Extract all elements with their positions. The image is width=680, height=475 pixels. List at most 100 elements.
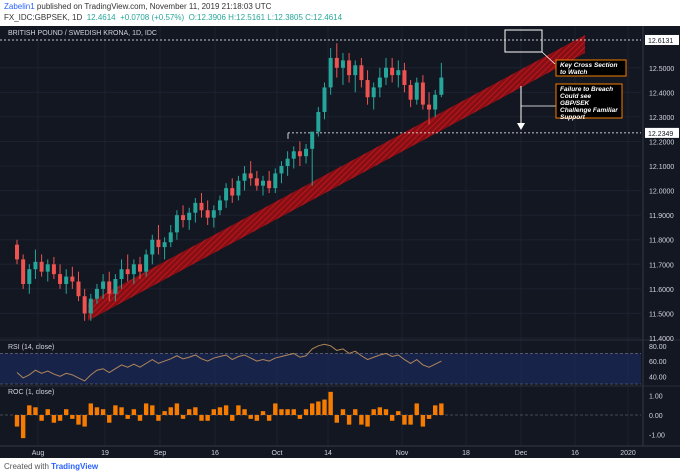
candle-body <box>230 188 235 196</box>
roc-bar <box>426 415 432 419</box>
tradingview-logo[interactable]: TradingView <box>51 462 99 471</box>
candle-body <box>328 57 333 88</box>
price-chart[interactable]: 12.6131 12.2349 Key Cross Section to Watch… <box>0 26 680 458</box>
roc-bar <box>340 409 346 415</box>
candle-body <box>131 264 136 275</box>
roc-bar <box>187 409 192 415</box>
roc-bar <box>94 407 100 415</box>
cross-section-box <box>504 29 543 53</box>
candlestick-series <box>15 43 444 321</box>
candle-body <box>310 131 315 149</box>
price-tick-label: 11.8000 <box>649 238 674 245</box>
rsi-tick-label: 40.00 <box>649 374 667 381</box>
candle-body <box>45 264 50 272</box>
roc-bar <box>76 415 81 425</box>
candle-body <box>82 296 87 314</box>
candle-body <box>242 173 247 181</box>
price-tick-label: 11.4000 <box>649 336 674 343</box>
roc-tick-label: 0.00 <box>649 413 663 420</box>
price-tick-label: 11.5000 <box>649 311 674 318</box>
roc-bar <box>150 405 155 415</box>
price-tick-label: 11.9000 <box>649 213 674 220</box>
candle-body <box>291 151 296 159</box>
time-tick-label: 18 <box>462 450 470 457</box>
roc-bar <box>57 415 63 421</box>
candle-body <box>33 261 38 270</box>
level-price-tag <box>645 34 679 45</box>
candle-body <box>144 254 149 272</box>
roc-bar <box>27 405 32 415</box>
roc-bar <box>346 415 352 425</box>
annotations: Key Cross Section to Watch Failure to Brea… <box>504 29 627 130</box>
roc-bar <box>273 403 278 415</box>
price-tick-label: 12.1000 <box>649 164 674 171</box>
candle-body <box>187 212 192 221</box>
roc-bar <box>39 415 44 421</box>
candle-body <box>107 281 112 294</box>
price-tick-label: 12.5000 <box>649 66 674 73</box>
candle-body <box>193 202 198 213</box>
roc-bar <box>168 407 173 415</box>
candle-body <box>439 77 444 95</box>
candle-body <box>76 281 81 297</box>
roc-bar <box>383 409 389 415</box>
candle-body <box>254 178 259 186</box>
publish-line: Zabelin1 published on TradingView.com, N… <box>4 2 271 11</box>
candle-body <box>420 82 425 105</box>
roc-bar <box>248 415 253 419</box>
candle-body <box>359 65 364 81</box>
roc-bar <box>125 415 130 419</box>
candle-body <box>396 70 401 76</box>
price-tick-label: 11.7000 <box>649 262 674 269</box>
time-tick-label: Oct <box>272 450 283 457</box>
candle-body <box>150 239 155 255</box>
rsi-tick-label: 60.00 <box>649 359 667 366</box>
roc-bar <box>217 407 223 415</box>
roc-bar <box>297 415 303 419</box>
time-tick-label: 14 <box>324 450 332 457</box>
roc-bar <box>359 415 364 425</box>
roc-bar <box>107 415 112 423</box>
ohlc-values: O:12.3906 H:12.5161 L:12.3805 C:12.4614 <box>188 13 343 22</box>
candle-body <box>211 210 216 218</box>
candle-body <box>27 269 32 284</box>
candle-body <box>162 242 167 248</box>
price-tick-label: 12.2000 <box>649 139 674 146</box>
roc-bar <box>396 411 401 415</box>
publish-header: Zabelin1 published on TradingView.com, N… <box>0 0 680 26</box>
roc-bar <box>64 409 69 415</box>
roc-bar <box>223 405 229 415</box>
roc-bar <box>371 409 376 415</box>
candle-body <box>156 239 161 248</box>
annotation-text: Failure to Breach Could see GBP/SEK Challen… <box>560 86 618 121</box>
candle-body <box>138 264 142 272</box>
level-price-tag <box>645 127 679 138</box>
roc-bar <box>119 407 124 415</box>
roc-bar <box>45 409 50 415</box>
footer-text: Created with <box>4 462 49 471</box>
candle-body <box>353 65 358 76</box>
roc-bar <box>279 409 284 415</box>
roc-bar <box>174 403 180 415</box>
author-link[interactable]: Zabelin1 <box>4 2 35 11</box>
chart-title: BRITISH POUND / SWEDISH KRONA, 1D, IDC <box>8 30 157 37</box>
candle-body <box>205 210 210 218</box>
rsi-tick-label: 80.00 <box>649 344 667 351</box>
roc-bar <box>433 405 438 415</box>
candle-body <box>297 151 302 157</box>
roc-bar <box>205 415 210 421</box>
roc-bar <box>328 391 333 415</box>
candle-body <box>340 60 345 68</box>
horizontal-levels: 12.6131 12.2349 <box>0 34 679 139</box>
candle-body <box>58 274 63 284</box>
roc-bar <box>33 407 38 415</box>
candle-body <box>334 57 339 68</box>
time-tick-label: Dec <box>515 450 528 457</box>
rsi-pane: 80.00 60.00 40.00 <box>0 339 680 385</box>
candle-body <box>390 67 395 76</box>
candle-body <box>279 166 284 174</box>
roc-bar <box>137 415 143 421</box>
roc-bar <box>242 409 247 415</box>
roc-bar <box>402 415 407 425</box>
roc-bar <box>156 415 161 421</box>
